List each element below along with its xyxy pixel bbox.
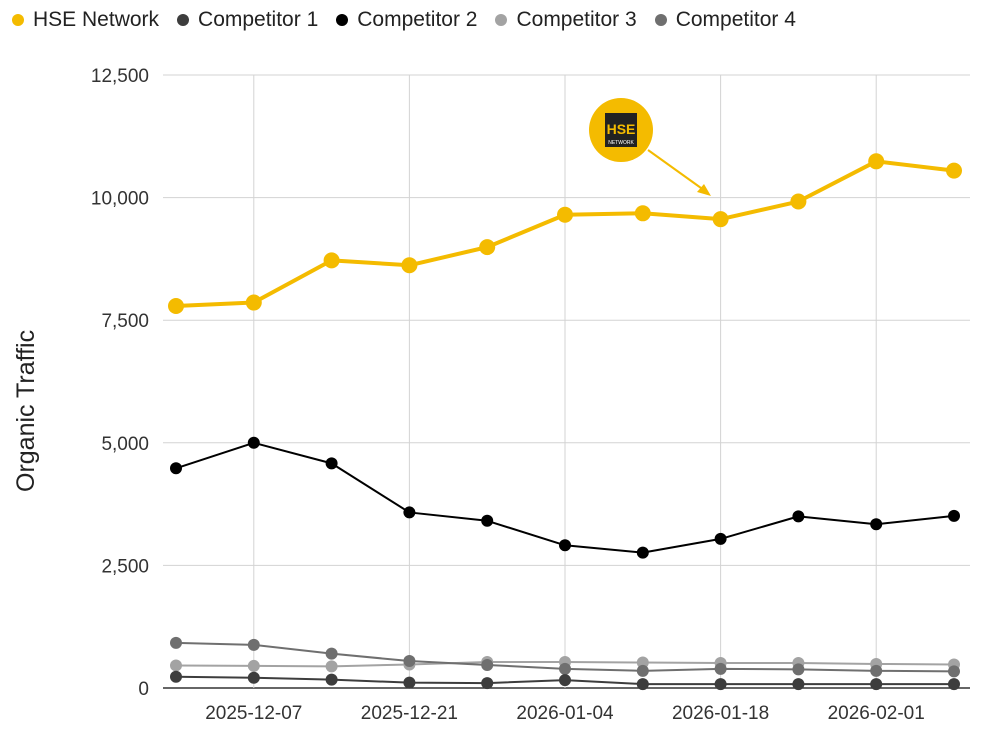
data-point-competitor-3[interactable] [325, 660, 338, 673]
series-competitor-2 [170, 436, 960, 559]
data-point-competitor-4[interactable] [714, 662, 727, 675]
data-point-competitor-2[interactable] [247, 436, 260, 449]
data-point-competitor-1[interactable] [559, 674, 571, 687]
data-point-competitor-1[interactable] [714, 678, 727, 691]
legend-label-hse-network: HSE Network [33, 8, 160, 31]
legend-dot-competitor-3 [495, 14, 508, 26]
annotation-arrow-head [697, 184, 711, 196]
y-tick-label: 12,500 [91, 66, 149, 87]
legend-item-competitor-3[interactable]: Competitor 3 [495, 8, 637, 32]
x-tick-label: 2026-01-18 [672, 703, 769, 724]
data-point-competitor-4[interactable] [325, 647, 338, 660]
data-point-competitor-4[interactable] [559, 662, 571, 675]
data-point-hse-network[interactable] [868, 153, 885, 170]
series-hse-network [168, 153, 962, 314]
data-point-competitor-2[interactable] [559, 539, 571, 552]
legend-item-competitor-1[interactable]: Competitor 1 [177, 8, 318, 32]
data-point-competitor-4[interactable] [481, 658, 494, 671]
y-tick-label: 10,000 [91, 189, 149, 210]
series-competitor-4 [170, 636, 960, 678]
data-point-competitor-1[interactable] [481, 677, 494, 690]
data-point-competitor-4[interactable] [636, 664, 649, 677]
x-axis-ticks: 2025-12-07 2025-12-21 2026-01-04 2026-01-18… [205, 703, 925, 724]
data-point-competitor-2[interactable] [948, 509, 960, 522]
data-point-competitor-4[interactable] [792, 663, 805, 676]
data-point-hse-network[interactable] [790, 193, 807, 210]
legend-item-hse-network[interactable]: HSE Network [12, 8, 159, 32]
y-axis-ticks: 0 2,500 5,000 7,500 10,000 12,500 [91, 66, 149, 700]
data-point-hse-network[interactable] [946, 162, 962, 179]
data-point-hse-network[interactable] [168, 297, 184, 314]
data-point-competitor-1[interactable] [792, 678, 805, 691]
data-point-competitor-3[interactable] [170, 659, 182, 672]
legend-label-competitor-3: Competitor 3 [516, 8, 637, 31]
hse-logo-text: HSE [607, 121, 636, 137]
legend: HSE Network Competitor 1 Competitor 2 Co… [12, 8, 796, 32]
data-point-competitor-1[interactable] [170, 670, 182, 683]
data-point-competitor-4[interactable] [403, 655, 416, 668]
data-point-competitor-1[interactable] [870, 678, 883, 691]
data-point-competitor-4[interactable] [948, 665, 960, 678]
legend-dot-competitor-1 [177, 14, 190, 26]
data-point-competitor-2[interactable] [481, 514, 494, 527]
data-point-competitor-1[interactable] [636, 678, 649, 691]
data-point-hse-network[interactable] [323, 252, 340, 269]
data-point-hse-network[interactable] [634, 205, 651, 222]
data-point-competitor-1[interactable] [247, 671, 260, 684]
data-point-competitor-2[interactable] [403, 506, 416, 519]
series-competitor-1 [170, 670, 960, 691]
data-point-competitor-1[interactable] [948, 678, 960, 691]
x-tick-label: 2026-02-01 [828, 703, 925, 724]
data-point-competitor-4[interactable] [870, 664, 883, 677]
legend-label-competitor-2: Competitor 2 [357, 8, 478, 31]
legend-item-competitor-4[interactable]: Competitor 4 [654, 8, 796, 32]
data-point-competitor-3[interactable] [247, 659, 260, 672]
x-tick-label: 2025-12-07 [205, 703, 302, 724]
data-point-competitor-2[interactable] [636, 546, 649, 559]
data-point-competitor-3[interactable] [636, 656, 649, 669]
legend-item-competitor-2[interactable]: Competitor 2 [336, 8, 477, 32]
data-point-competitor-4[interactable] [170, 636, 182, 649]
legend-label-competitor-4: Competitor 4 [675, 8, 796, 31]
logo-annotation: HSE NETWORK [589, 98, 711, 196]
data-point-hse-network[interactable] [712, 211, 729, 228]
legend-label-competitor-1: Competitor 1 [198, 8, 319, 31]
y-tick-label: 7,500 [101, 311, 149, 332]
data-point-hse-network[interactable] [479, 239, 496, 256]
legend-dot-hse-network [12, 14, 24, 26]
data-point-hse-network[interactable] [557, 206, 573, 223]
y-tick-label: 0 [138, 679, 149, 700]
data-point-competitor-2[interactable] [714, 532, 727, 545]
x-tick-label: 2026-01-04 [516, 703, 614, 724]
data-point-competitor-2[interactable] [792, 510, 805, 523]
hse-logo-subtext: NETWORK [608, 140, 634, 146]
y-tick-label: 5,000 [101, 434, 149, 455]
legend-dot-competitor-2 [336, 14, 349, 26]
annotation-arrow-line [647, 149, 709, 194]
data-point-hse-network[interactable] [245, 294, 262, 311]
y-tick-label: 2,500 [101, 556, 149, 577]
series-group [168, 153, 962, 691]
data-point-competitor-2[interactable] [870, 518, 883, 531]
data-point-competitor-1[interactable] [403, 676, 416, 689]
data-point-competitor-1[interactable] [325, 673, 338, 686]
data-point-competitor-2[interactable] [170, 462, 182, 475]
data-point-competitor-2[interactable] [325, 457, 338, 470]
legend-dot-competitor-4 [654, 14, 667, 26]
hse-logo-badge [605, 113, 637, 147]
data-point-competitor-4[interactable] [247, 638, 260, 651]
x-tick-label: 2025-12-21 [361, 703, 458, 724]
grid-lines [163, 74, 970, 689]
data-point-hse-network[interactable] [401, 257, 418, 274]
